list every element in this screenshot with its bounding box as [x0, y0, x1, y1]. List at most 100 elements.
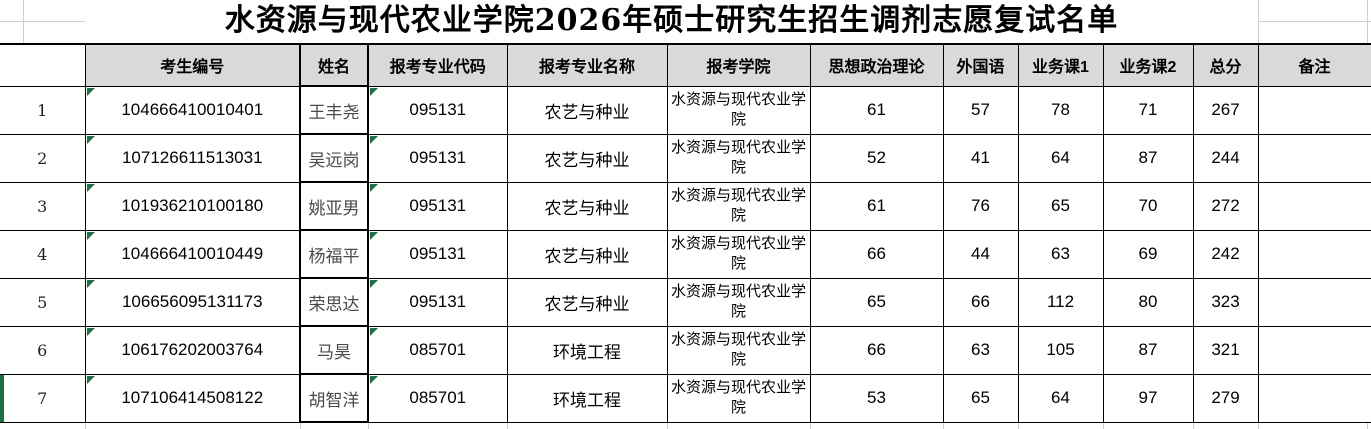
row-number-cell[interactable]: 5	[0, 277, 86, 327]
course2-score-cell[interactable]: 71	[1102, 85, 1194, 135]
course2-score-cell[interactable]: 87	[1102, 133, 1194, 183]
name-cell[interactable]: 姚亚男	[299, 181, 369, 231]
candidate-id-cell[interactable]: 104666410010449	[84, 229, 301, 279]
row-number-cell[interactable]: 3	[0, 181, 86, 231]
politics-score-cell[interactable]: 52	[809, 133, 944, 183]
header-total-score[interactable]: 总分	[1192, 43, 1259, 87]
politics-score-cell[interactable]: 66	[809, 229, 944, 279]
major-code-cell[interactable]: 095131	[367, 85, 508, 135]
remark-cell[interactable]	[1257, 229, 1371, 279]
major-name-cell[interactable]: 环境工程	[506, 373, 668, 423]
stored-as-text-indicator-icon	[86, 135, 95, 144]
row-number-cell[interactable]: 7	[0, 373, 86, 423]
candidate-id-cell[interactable]: 101936210100180	[84, 181, 301, 231]
header-politics[interactable]: 思想政治理论	[809, 43, 944, 87]
major-code-cell[interactable]: 095131	[367, 277, 508, 327]
header-name[interactable]: 姓名	[299, 43, 369, 87]
college-cell[interactable]: 水资源与现代农业学院	[666, 229, 811, 279]
header-course1[interactable]: 业务课1	[1017, 43, 1104, 87]
header-remark[interactable]: 备注	[1257, 43, 1371, 87]
name-cell[interactable]: 荣思达	[299, 277, 369, 327]
header-major-name[interactable]: 报考专业名称	[506, 43, 668, 87]
name-cell[interactable]: 王丰尧	[299, 85, 369, 135]
row-number-cell[interactable]: 2	[0, 133, 86, 183]
college-cell[interactable]: 水资源与现代农业学院	[666, 85, 811, 135]
header-college[interactable]: 报考学院	[666, 43, 811, 87]
college-cell[interactable]: 水资源与现代农业学院	[666, 373, 811, 423]
politics-score-cell[interactable]: 65	[809, 277, 944, 327]
remark-cell[interactable]	[1257, 325, 1371, 375]
major-name-cell[interactable]: 农艺与种业	[506, 133, 668, 183]
total-score-cell[interactable]: 279	[1192, 373, 1259, 423]
course1-score-cell[interactable]: 112	[1017, 277, 1104, 327]
name-cell[interactable]: 吴远岗	[299, 133, 369, 183]
row-number-cell[interactable]: 1	[0, 85, 86, 135]
politics-score-cell[interactable]: 66	[809, 325, 944, 375]
major-code-cell[interactable]: 085701	[367, 325, 508, 375]
college-cell[interactable]: 水资源与现代农业学院	[666, 277, 811, 327]
major-name-cell[interactable]: 农艺与种业	[506, 277, 668, 327]
politics-score-cell[interactable]: 53	[809, 373, 944, 423]
college-cell[interactable]: 水资源与现代农业学院	[666, 325, 811, 375]
course1-score-cell[interactable]: 64	[1017, 133, 1104, 183]
course1-score-cell[interactable]: 64	[1017, 373, 1104, 423]
course2-score-cell[interactable]: 97	[1102, 373, 1194, 423]
total-score-cell[interactable]: 242	[1192, 229, 1259, 279]
total-score-cell[interactable]: 267	[1192, 85, 1259, 135]
course1-score-cell[interactable]: 65	[1017, 181, 1104, 231]
major-code-cell[interactable]: 095131	[367, 229, 508, 279]
major-code-cell[interactable]: 085701	[367, 373, 508, 423]
course1-score-cell[interactable]: 78	[1017, 85, 1104, 135]
foreign-score-cell[interactable]: 44	[942, 229, 1019, 279]
college-cell[interactable]: 水资源与现代农业学院	[666, 181, 811, 231]
total-score-cell[interactable]: 272	[1192, 181, 1259, 231]
foreign-score-cell[interactable]: 63	[942, 325, 1019, 375]
course2-score-cell[interactable]: 69	[1102, 229, 1194, 279]
remark-cell[interactable]	[1257, 85, 1371, 135]
major-name-cell[interactable]: 环境工程	[506, 325, 668, 375]
total-score-cell[interactable]: 244	[1192, 133, 1259, 183]
header-foreign-language[interactable]: 外国语	[942, 43, 1019, 87]
candidate-id-cell[interactable]: 107126611513031	[84, 133, 301, 183]
foreign-score-cell[interactable]: 66	[942, 277, 1019, 327]
major-code-cell[interactable]: 095131	[367, 181, 508, 231]
row-number-cell[interactable]: 4	[0, 229, 86, 279]
course2-score-cell[interactable]: 70	[1102, 181, 1194, 231]
candidate-id-cell[interactable]: 107106414508122	[84, 373, 301, 423]
title-row: 水资源与现代农业学院2026年硕士研究生招生调剂志愿复试名单	[0, 0, 1371, 43]
header-course2[interactable]: 业务课2	[1102, 43, 1194, 87]
candidate-id-cell[interactable]: 106656095131173	[84, 277, 301, 327]
foreign-score-cell[interactable]: 76	[942, 181, 1019, 231]
politics-score-cell[interactable]: 61	[809, 85, 944, 135]
college-cell[interactable]: 水资源与现代农业学院	[666, 133, 811, 183]
major-code-cell[interactable]: 095131	[367, 133, 508, 183]
candidate-id-cell[interactable]: 106176202003764	[84, 325, 301, 375]
major-name-cell[interactable]: 农艺与种业	[506, 181, 668, 231]
header-major-code[interactable]: 报考专业代码	[367, 43, 508, 87]
row-number-cell[interactable]: 6	[0, 325, 86, 375]
remark-cell[interactable]	[1257, 277, 1371, 327]
name-cell[interactable]: 杨福平	[299, 229, 369, 279]
course1-score-cell[interactable]: 105	[1017, 325, 1104, 375]
foreign-score-cell[interactable]: 65	[942, 373, 1019, 423]
candidate-id-cell[interactable]: 104666410010401	[84, 85, 301, 135]
major-name-cell[interactable]: 农艺与种业	[506, 85, 668, 135]
course2-score-cell[interactable]: 87	[1102, 325, 1194, 375]
foreign-score-cell[interactable]: 57	[942, 85, 1019, 135]
course1-score-cell[interactable]: 63	[1017, 229, 1104, 279]
foreign-score-cell[interactable]: 41	[942, 133, 1019, 183]
politics-score-cell[interactable]: 61	[809, 181, 944, 231]
remark-cell[interactable]	[1257, 133, 1371, 183]
name-cell[interactable]: 胡智洋	[299, 373, 369, 423]
header-candidate-id[interactable]: 考生编号	[84, 43, 301, 87]
total-score-cell[interactable]: 323	[1192, 277, 1259, 327]
remark-cell[interactable]	[1257, 373, 1371, 423]
row-number-header-cell[interactable]	[0, 43, 86, 87]
name-cell[interactable]: 马昊	[299, 325, 369, 375]
course2-score-cell[interactable]: 80	[1102, 277, 1194, 327]
remark-cell[interactable]	[1257, 181, 1371, 231]
sheet-title[interactable]: 水资源与现代农业学院2026年硕士研究生招生调剂志愿复试名单	[224, 3, 1119, 38]
major-name-cell[interactable]: 农艺与种业	[506, 229, 668, 279]
total-score-cell[interactable]: 321	[1192, 325, 1259, 375]
